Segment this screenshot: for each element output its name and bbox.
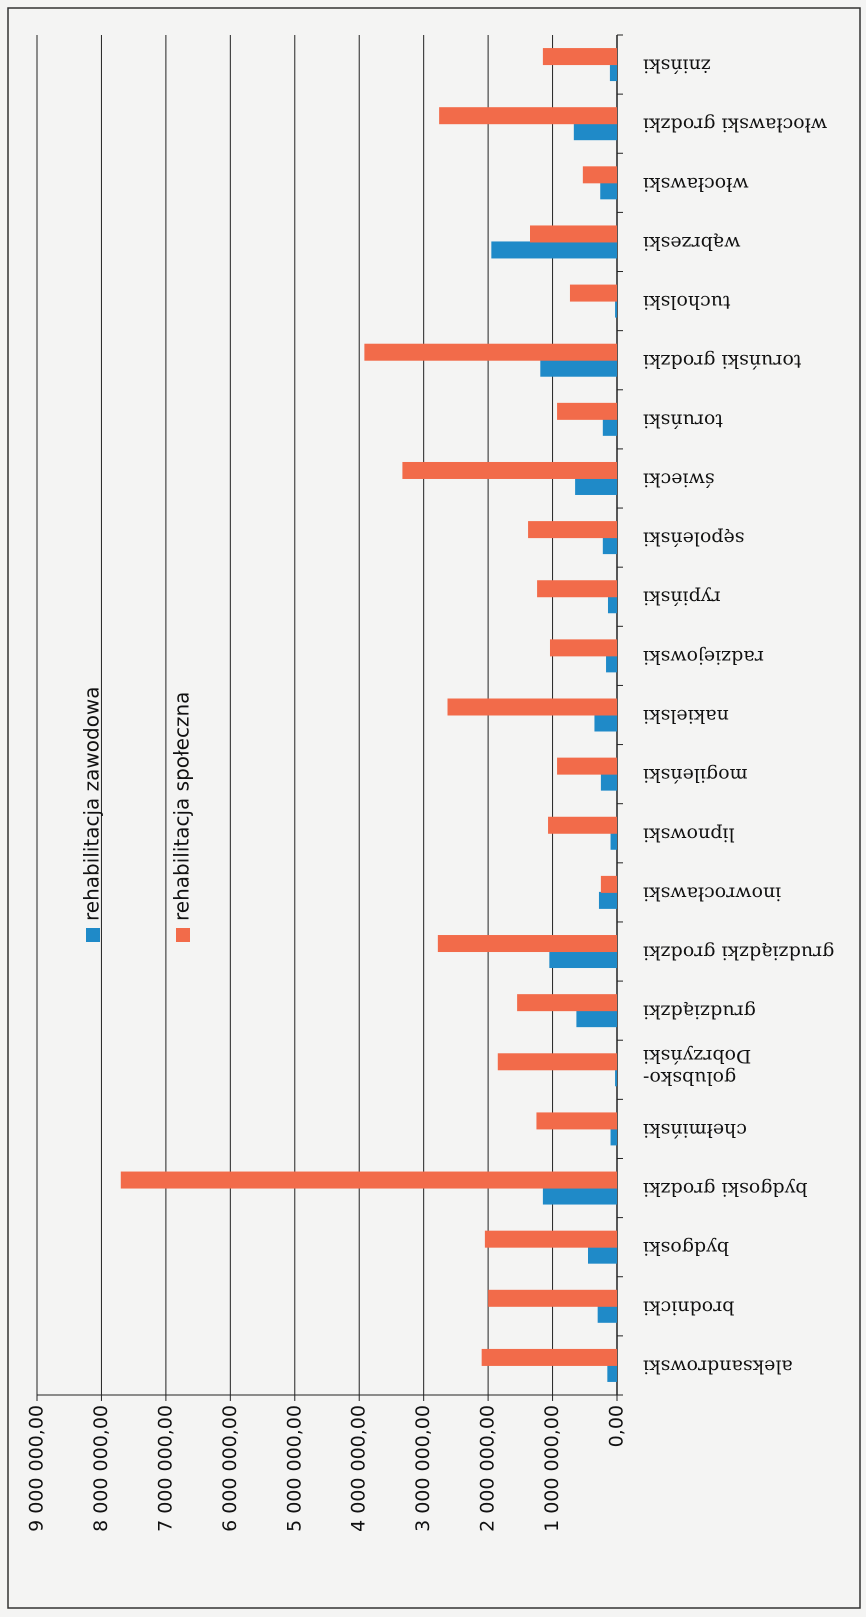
bar bbox=[364, 343, 617, 361]
label-part: Dobrzyński bbox=[643, 1045, 751, 1067]
bar bbox=[582, 166, 617, 184]
bar bbox=[540, 359, 617, 377]
legend-swatch bbox=[86, 928, 100, 942]
bar bbox=[549, 951, 617, 969]
x-tick-label: grudziądzki bbox=[643, 1001, 756, 1023]
x-tick-label: tucholski bbox=[643, 291, 731, 313]
bar bbox=[542, 1187, 617, 1205]
legend-swatch bbox=[176, 928, 190, 942]
bar bbox=[557, 402, 617, 420]
bar bbox=[615, 300, 617, 318]
x-tick-label: inowrocławski bbox=[643, 882, 781, 904]
bar bbox=[598, 891, 617, 909]
bar bbox=[528, 521, 617, 539]
y-tick-label: 4 000 000,00 bbox=[348, 1405, 370, 1532]
bar bbox=[588, 1246, 617, 1264]
x-tick-label: chełmiński bbox=[643, 1119, 747, 1141]
bar bbox=[573, 123, 617, 141]
bar bbox=[517, 994, 617, 1012]
bar bbox=[557, 757, 617, 775]
y-tick-label: 3 000 000,00 bbox=[412, 1405, 434, 1532]
x-tick-label: mogileński bbox=[643, 764, 748, 786]
bar bbox=[402, 461, 617, 479]
x-tick-label: włocławski grodzki bbox=[643, 114, 827, 136]
bar bbox=[576, 1010, 617, 1028]
legend-label: rehabilitacja społeczna bbox=[170, 692, 194, 921]
x-tick-label: sępoleński bbox=[643, 528, 745, 550]
bar bbox=[491, 241, 617, 259]
bar bbox=[575, 477, 617, 495]
frame bbox=[7, 7, 861, 1609]
x-tick-label: brodnicki bbox=[643, 1296, 734, 1318]
bar bbox=[497, 1053, 617, 1071]
bar bbox=[609, 64, 617, 82]
y-tick-label: 8 000 000,00 bbox=[90, 1405, 112, 1532]
y-tick-label: 1 000 000,00 bbox=[541, 1405, 563, 1532]
bar bbox=[602, 418, 617, 436]
x-tick-label: lipnowski bbox=[643, 823, 735, 845]
bar bbox=[536, 1112, 617, 1130]
bar bbox=[607, 1364, 617, 1382]
bar bbox=[610, 1128, 617, 1146]
bar bbox=[548, 816, 617, 834]
bar bbox=[447, 698, 617, 716]
label-part: golubsko- bbox=[643, 1067, 736, 1089]
y-tick-label: 2 000 000,00 bbox=[477, 1405, 499, 1532]
y-tick-label: 7 000 000,00 bbox=[154, 1405, 176, 1532]
bar bbox=[597, 1305, 617, 1323]
bar bbox=[615, 1069, 617, 1087]
bar bbox=[600, 773, 617, 791]
legend-label: rehabilitacja zawodowa bbox=[80, 686, 104, 921]
x-tick-label: radziejowski bbox=[643, 646, 764, 668]
y-tick-label: 5 000 000,00 bbox=[283, 1405, 305, 1532]
bar bbox=[481, 1348, 617, 1366]
bar bbox=[600, 182, 617, 200]
y-tick-label: 6 000 000,00 bbox=[219, 1405, 241, 1532]
bar bbox=[439, 107, 617, 125]
y-tick-label: 9 000 000,00 bbox=[26, 1405, 48, 1532]
x-tick-label: bydgoski bbox=[643, 1237, 729, 1259]
bar bbox=[530, 225, 617, 243]
x-tick-label: toruński bbox=[643, 409, 723, 431]
x-tick-label: żniński bbox=[643, 55, 711, 77]
x-tick-label: rypiński bbox=[643, 587, 721, 609]
bar bbox=[569, 284, 617, 302]
bar bbox=[549, 639, 617, 657]
x-tick-label: nakielski bbox=[643, 705, 729, 727]
y-tick-label: 0,00 bbox=[606, 1405, 628, 1447]
bar bbox=[600, 875, 617, 893]
bar bbox=[594, 714, 617, 732]
bar bbox=[537, 580, 617, 598]
x-tick-label: grudziądzki grodzki bbox=[643, 942, 834, 964]
x-tick-label: toruński grodzki bbox=[643, 350, 801, 372]
bar bbox=[607, 596, 617, 614]
x-tick-label: bydgoski grodzki bbox=[643, 1178, 808, 1200]
x-tick-label: włocławski bbox=[643, 173, 749, 195]
x-tick-label: świecki bbox=[643, 468, 715, 490]
bar bbox=[602, 537, 617, 555]
bar bbox=[120, 1171, 618, 1189]
bar bbox=[542, 48, 617, 66]
bar bbox=[484, 1230, 617, 1248]
x-tick-label: golubsko-Dobrzyński bbox=[643, 1045, 751, 1089]
x-tick-label: wąbrzeski bbox=[643, 232, 740, 254]
bar bbox=[606, 655, 617, 673]
bar bbox=[488, 1289, 617, 1307]
x-tick-label: aleksandrowski bbox=[643, 1355, 793, 1377]
bar bbox=[610, 832, 617, 850]
bar bbox=[437, 935, 617, 953]
